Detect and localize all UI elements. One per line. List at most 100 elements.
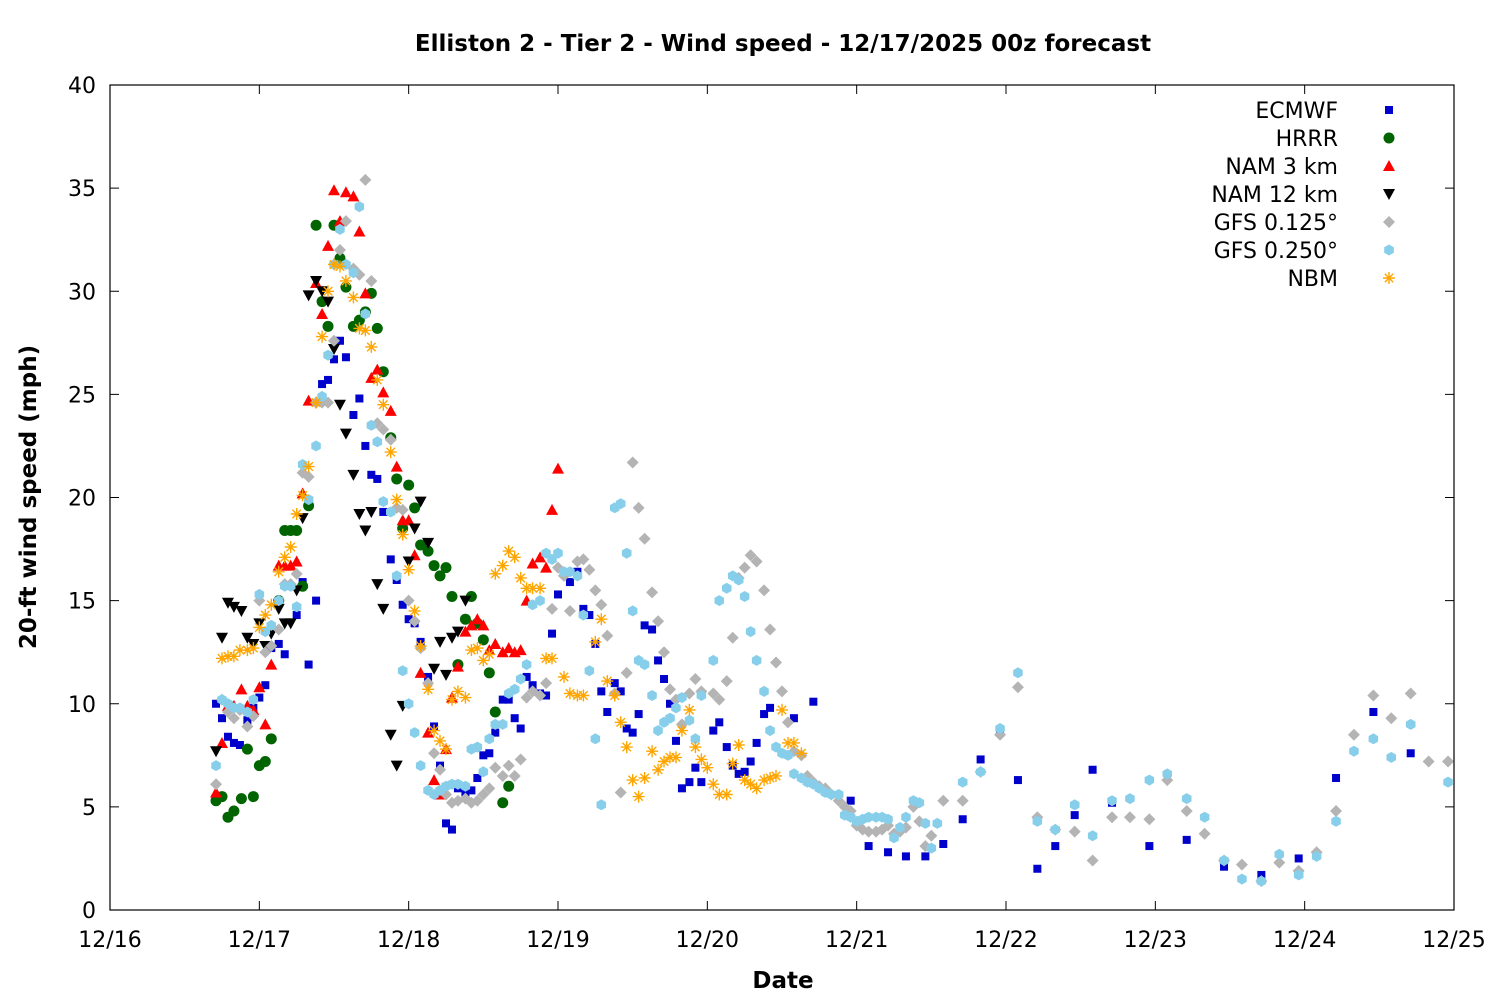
data-point: [1274, 848, 1284, 860]
data-point: [442, 819, 450, 828]
data-point: [235, 605, 248, 617]
data-point: [689, 673, 702, 685]
data-point: [384, 729, 397, 741]
data-point: [366, 419, 377, 431]
data-point: [589, 635, 602, 648]
data-point: [744, 549, 757, 562]
data-point: [377, 603, 390, 615]
data-point: [349, 411, 358, 419]
data-point: [322, 296, 335, 308]
data-point: [547, 553, 557, 565]
data-point: [603, 708, 612, 716]
data-point: [750, 555, 763, 568]
data-point: [546, 652, 558, 665]
data-point: [514, 571, 527, 584]
data-point: [1256, 875, 1267, 887]
data-point: [1182, 835, 1191, 844]
data-point: [1180, 805, 1193, 817]
data-point: [789, 714, 798, 723]
data-point: [451, 626, 464, 638]
data-point: [479, 751, 488, 760]
data-point: [265, 733, 277, 745]
data-point: [445, 632, 458, 644]
data-point: [333, 399, 346, 411]
data-point: [652, 763, 665, 776]
data-point: [1068, 825, 1081, 838]
data-point: [402, 594, 415, 607]
data-point: [302, 290, 315, 302]
data-point: [241, 720, 254, 733]
data-point: [255, 693, 264, 702]
data-point: [746, 757, 755, 766]
data-point: [554, 590, 562, 599]
data-point: [377, 423, 390, 436]
data-point: [584, 665, 595, 677]
data-point: [291, 525, 303, 536]
data-point: [284, 559, 297, 571]
data-point: [377, 398, 390, 411]
data-point: [553, 547, 563, 559]
series-2: [210, 184, 564, 800]
data-point: [1442, 755, 1455, 768]
data-point: [578, 609, 589, 621]
data-point: [595, 613, 608, 626]
data-point: [415, 539, 427, 551]
data-point: [229, 738, 238, 747]
data-point: [260, 626, 271, 638]
data-point: [316, 307, 329, 319]
data-point: [628, 728, 637, 737]
data-point: [461, 788, 470, 797]
data-point: [541, 547, 551, 559]
data-point: [422, 545, 434, 557]
data-point: [713, 788, 726, 801]
data-point: [489, 706, 501, 718]
data-point: [303, 494, 314, 506]
data-point: [489, 567, 502, 580]
data-point: [638, 532, 651, 545]
data-point: [660, 675, 669, 683]
data-point: [460, 780, 471, 792]
data-point: [296, 513, 309, 525]
data-point: [932, 817, 943, 829]
data-point: [334, 260, 346, 273]
data-point: [956, 794, 969, 807]
data-point: [386, 506, 396, 518]
x-tick-label: 12/17: [228, 928, 291, 953]
data-point: [614, 716, 627, 729]
data-point: [760, 710, 769, 719]
data-point: [622, 724, 631, 733]
data-point: [1070, 811, 1079, 820]
data-point: [1257, 870, 1266, 879]
data-point: [254, 588, 265, 600]
data-point: [266, 619, 276, 631]
legend-marker: [1383, 132, 1395, 144]
data-point: [652, 615, 665, 628]
data-point: [459, 625, 472, 637]
data-point: [770, 769, 782, 782]
data-point: [328, 184, 340, 196]
data-point: [373, 474, 382, 483]
data-point: [310, 219, 322, 231]
data-point: [552, 462, 564, 474]
data-point: [565, 578, 574, 587]
data-point: [1294, 854, 1303, 863]
data-point: [447, 825, 456, 834]
data-point: [1331, 815, 1341, 827]
data-point: [589, 584, 602, 597]
data-point: [409, 727, 420, 739]
data-point: [359, 324, 372, 337]
data-point: [391, 473, 403, 485]
data-point: [758, 774, 771, 787]
data-point: [677, 692, 687, 704]
data-point: [926, 842, 937, 854]
data-point: [783, 749, 793, 761]
data-point: [925, 829, 938, 842]
data-point: [223, 732, 232, 741]
data-point: [526, 582, 539, 595]
data-point: [467, 786, 476, 795]
data-point: [322, 320, 334, 332]
plot-area: [210, 173, 1455, 888]
data-point: [471, 642, 484, 655]
data-point: [483, 648, 496, 661]
data-point: [440, 743, 452, 756]
